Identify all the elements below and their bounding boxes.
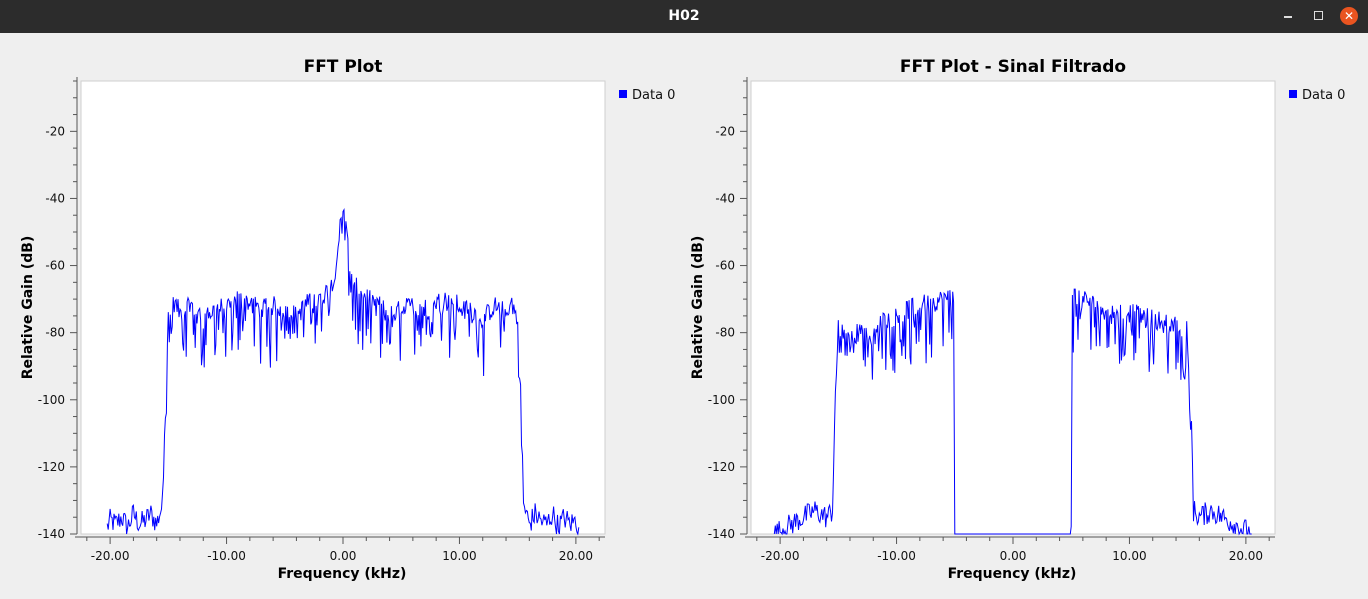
close-button[interactable]: ✕ <box>1336 0 1364 33</box>
c1-legend-label[interactable]: Data 0 <box>1302 88 1345 103</box>
c1-y-tick-label: -80 <box>715 326 735 340</box>
c1-y-tick-label: -100 <box>708 393 735 407</box>
c1-x-tick-label: 0.00 <box>1000 549 1027 563</box>
maximize-button[interactable] <box>1305 0 1333 33</box>
c0-y-tick-label: -140 <box>38 527 65 541</box>
fft-plots: FFT Plot -140 -120 -100 -80 -60 -40 -20 -20.00 -1… <box>20 57 1345 582</box>
maximize-icon <box>1314 11 1323 20</box>
c0-x-tick-label: -10.00 <box>207 549 246 563</box>
c0-series-line-data-0 <box>106 208 580 536</box>
c0-y-tick-label: -20 <box>45 124 65 138</box>
c1-series-line-data-0 <box>773 288 1252 536</box>
c1-y-tick-label: -20 <box>715 124 735 138</box>
c1-y-tick-label: -140 <box>708 527 735 541</box>
c1-y-axis-label: Relative Gain (dB) <box>690 236 706 380</box>
c1-y-tick-label: -40 <box>715 191 735 205</box>
c0-y-tick-label: -100 <box>38 393 65 407</box>
c0-chart-title: FFT Plot <box>304 57 383 77</box>
minimize-button[interactable] <box>1274 0 1302 33</box>
c0-plot-canvas <box>80 80 606 535</box>
c1-chart-title: FFT Plot - Sinal Filtrado <box>900 57 1126 77</box>
c0-y-tick-label: -60 <box>45 259 65 273</box>
window-titlebar: H02 ✕ <box>0 0 1368 33</box>
c1-x-tick-label: 10.00 <box>1112 549 1146 563</box>
c0-legend-label[interactable]: Data 0 <box>632 88 675 103</box>
c0-y-tick-label: -40 <box>45 191 65 205</box>
c1-y-tick-label: -60 <box>715 259 735 273</box>
c1-x-axis-label: Frequency (kHz) <box>948 566 1077 582</box>
window-title: H02 <box>668 8 700 24</box>
c0-x-tick-label: 10.00 <box>442 549 476 563</box>
c1-x-tick-label: -20.00 <box>761 549 800 563</box>
c0-x-tick-label: 0.00 <box>330 549 357 563</box>
minimize-icon <box>1284 16 1292 18</box>
c0-y-tick-label: -80 <box>45 326 65 340</box>
c1-x-tick-label: -10.00 <box>877 549 916 563</box>
c0-x-tick-label: 20.00 <box>559 549 593 563</box>
c1-x-tick-label: 20.00 <box>1229 549 1263 563</box>
c1-y-tick-label: -120 <box>708 460 735 474</box>
c0-y-axis-label: Relative Gain (dB) <box>20 236 36 380</box>
c0-y-tick-label: -120 <box>38 460 65 474</box>
c0-x-tick-label: -20.00 <box>91 549 130 563</box>
c1-plot-canvas <box>750 80 1276 535</box>
c0-legend-swatch <box>619 90 627 98</box>
c0-x-axis-label: Frequency (kHz) <box>278 566 407 582</box>
c1-legend-swatch <box>1289 90 1297 98</box>
close-icon: ✕ <box>1340 7 1358 25</box>
